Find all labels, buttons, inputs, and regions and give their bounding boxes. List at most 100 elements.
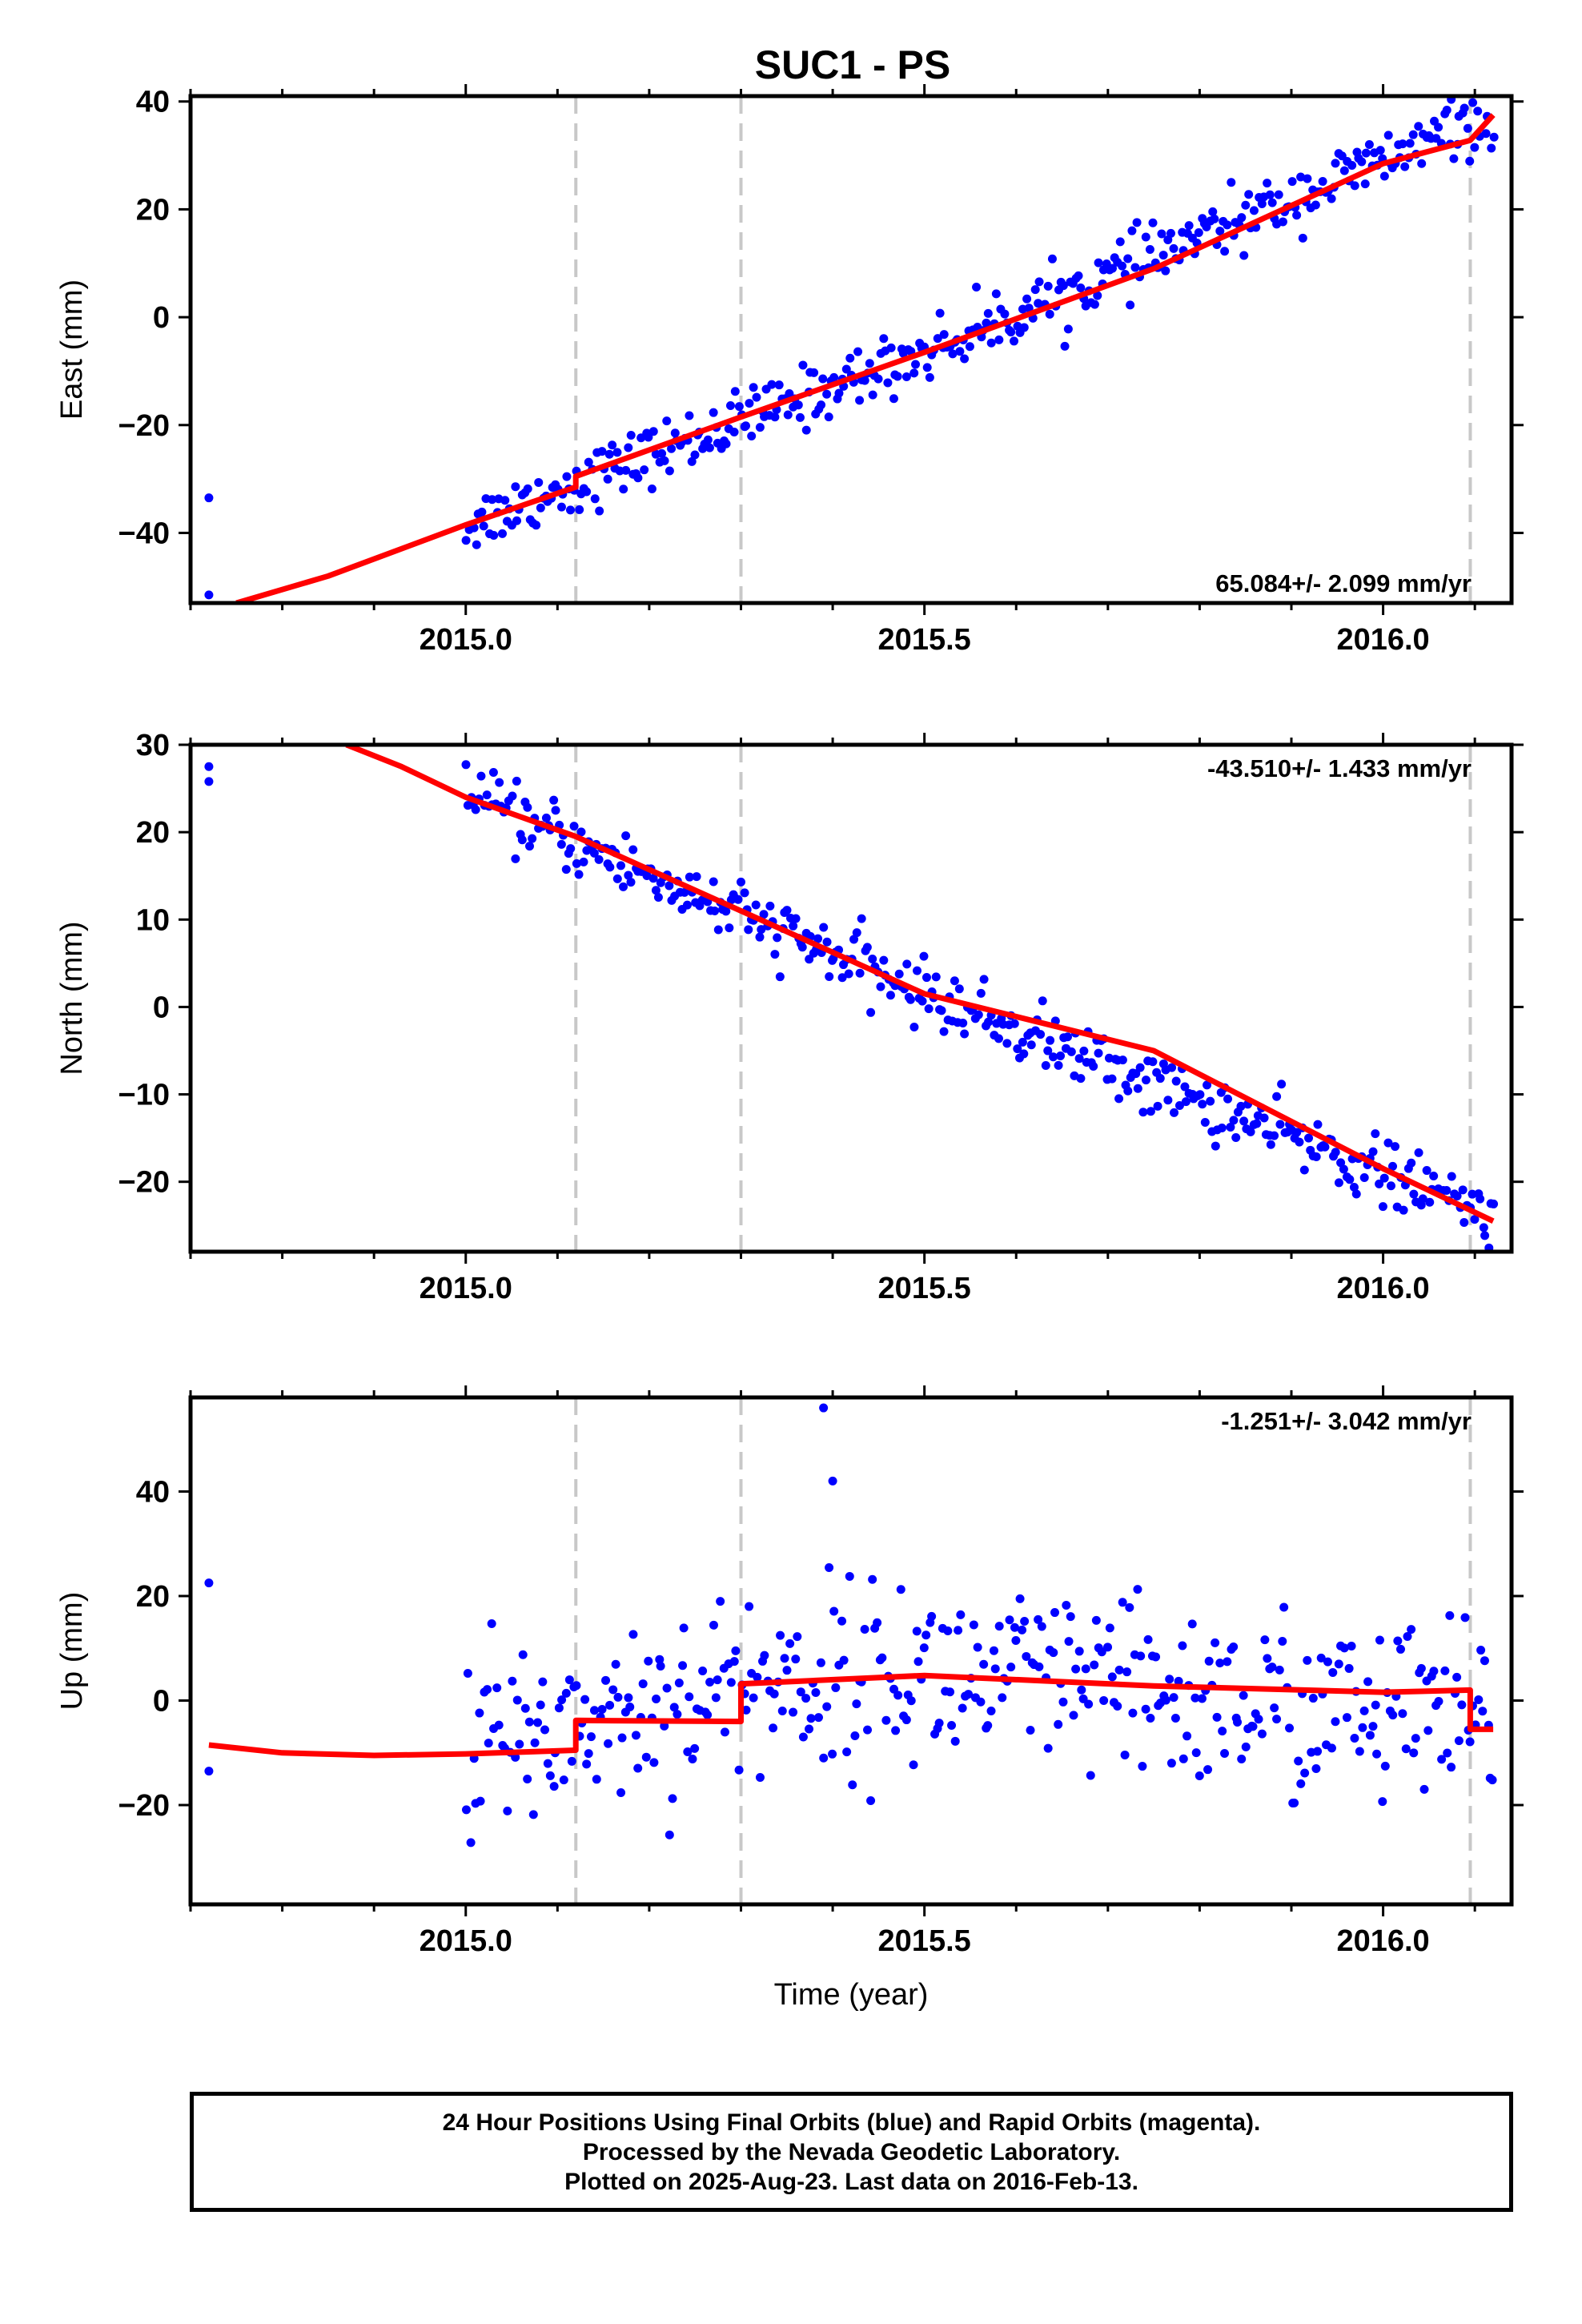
data-point [611,1659,620,1669]
data-point [868,1574,877,1584]
data-point [475,1708,484,1718]
data-point [1303,1655,1312,1665]
x-tick-label: 2016.0 [1336,1272,1429,1305]
data-point [1339,1164,1348,1174]
data-point [582,1759,592,1769]
data-point [780,1654,789,1663]
data-point [1143,1634,1153,1644]
data-point [1274,190,1283,199]
data-point [1357,157,1367,167]
model-line [345,745,1495,1224]
data-point [1170,1108,1179,1117]
data-point [1458,1185,1468,1195]
data-point [511,854,520,863]
data-point [1275,1665,1284,1675]
data-point [1050,1608,1060,1618]
data-point [785,1638,795,1648]
data-point [994,335,1004,344]
data-point [1178,1641,1187,1651]
data-point [603,474,612,484]
data-point [1429,1171,1439,1180]
data-point [1161,1695,1170,1705]
data-point [716,1597,725,1606]
data-point [782,1666,792,1675]
data-point [648,427,658,436]
data-point [1318,177,1327,187]
data-point [1208,207,1218,216]
data-point [713,1675,722,1685]
data-point [852,1699,861,1709]
data-point [1090,300,1099,309]
data-point [822,389,832,399]
data-point [1178,1754,1188,1763]
data-point [1066,1612,1075,1622]
data-point [1266,1140,1275,1149]
data-point [1127,226,1137,235]
data-point [669,1703,679,1712]
rate-label: -1.251+/- 3.042 mm/yr [1221,1407,1472,1435]
data-point [976,1697,986,1707]
data-point [617,1733,627,1743]
data-point [785,389,794,399]
y-tick-label: 40 [136,1475,170,1509]
data-point [1270,1703,1279,1713]
data-point [549,1782,559,1791]
data-point [1074,1054,1084,1063]
data-point [572,1681,581,1691]
data-point [919,1643,929,1653]
data-point [647,484,656,493]
data-point [1203,1765,1213,1775]
data-point [798,1732,808,1742]
data-point [776,1630,785,1640]
data-point [1215,1659,1225,1668]
data-point [834,388,844,398]
data-point [1071,1664,1081,1674]
data-point [687,456,697,466]
data-point [528,834,537,843]
data-point [541,813,551,822]
data-point [1313,1120,1323,1129]
y-tick-label: 20 [136,816,170,850]
data-point [831,1683,841,1692]
data-point [644,1656,653,1666]
data-point [1425,1197,1435,1207]
data-point [1229,1642,1239,1651]
data-point [528,1810,538,1819]
data-point [972,283,982,292]
data-point [837,973,847,983]
data-point [893,1691,903,1700]
data-point [921,1630,931,1640]
data-point [924,1004,934,1014]
data-point [769,1723,778,1733]
data-point [974,1010,983,1019]
data-point [1457,1700,1467,1710]
data-point [1122,1667,1132,1677]
data-point [624,443,633,452]
data-point [1158,251,1168,260]
data-point [1056,1051,1066,1060]
data-point [801,1694,811,1703]
data-point [595,506,604,516]
data-point [774,380,784,390]
data-point [1480,1656,1489,1666]
data-point [1263,1654,1272,1663]
data-point [1347,1642,1356,1651]
data-point [685,872,694,882]
data-point [1166,228,1175,238]
data-point [616,861,625,870]
data-point [1097,1647,1106,1657]
data-point [1090,1660,1099,1670]
data-point [1148,1057,1158,1067]
data-point [1423,1726,1433,1735]
data-point [1350,181,1359,191]
data-point [909,368,919,378]
data-point [848,1780,857,1790]
data-point [1460,1217,1469,1227]
data-point [479,521,488,531]
data-point [655,1655,665,1664]
data-point [954,1626,963,1635]
data-point [1344,1663,1354,1673]
data-point [721,907,731,916]
data-point [1118,1598,1127,1607]
data-point [1487,143,1496,153]
